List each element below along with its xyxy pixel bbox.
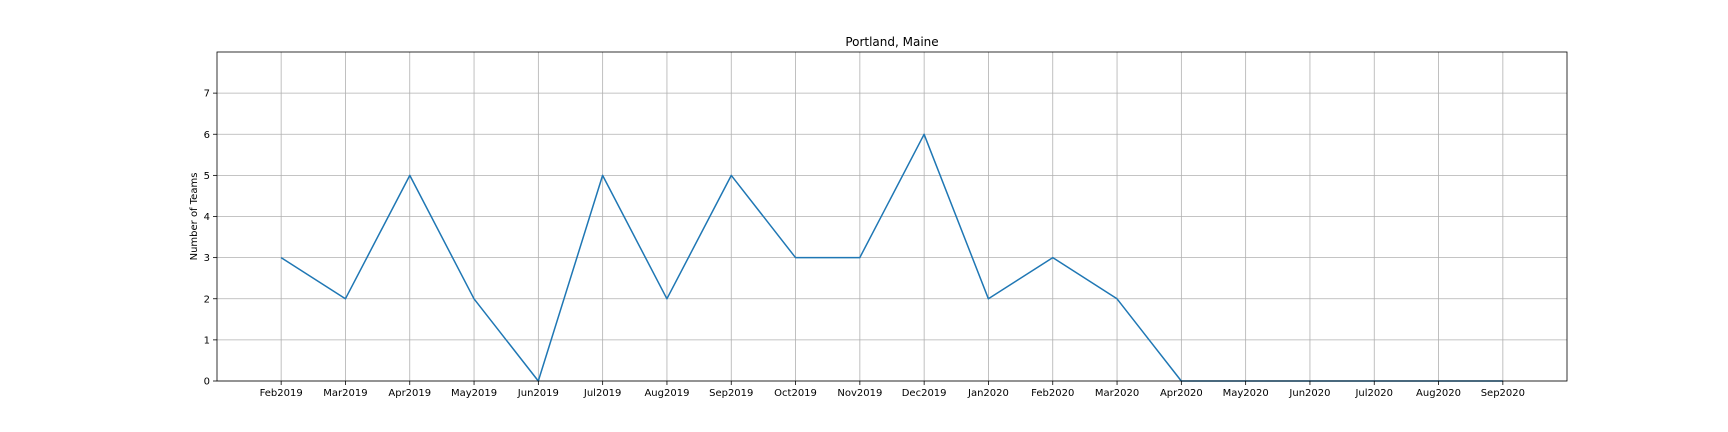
x-tick-label: Sep2020 [1481,388,1525,399]
x-tick-label: Mar2019 [323,388,367,399]
chart-title: Portland, Maine [845,35,938,49]
x-tick-label: Apr2020 [1160,388,1203,399]
ticks: Feb2019 Mar2019 Apr2019 May2019 Jun2019 Jul20… [204,89,1525,399]
y-tick-label: 3 [204,253,210,264]
y-tick-label: 7 [204,89,210,100]
y-axis-title: Number of Teams [189,173,200,261]
x-tick-label: May2020 [1223,388,1269,399]
y-tick-label: 5 [204,171,210,182]
y-tick-label: 6 [204,130,210,141]
x-tick-label: Sep2019 [709,388,753,399]
x-tick-label: Apr2019 [388,388,431,399]
x-tick-label: May2019 [451,388,497,399]
x-tick-label: Nov2019 [837,388,882,399]
x-tick-label: Jul2020 [1354,388,1393,399]
y-tick-label: 1 [204,335,210,346]
x-tick-label: Feb2020 [1031,388,1074,399]
x-tick-label: Oct2019 [774,388,817,399]
x-tick-label: Aug2020 [1416,388,1461,399]
x-tick-label: Jun2020 [1288,388,1330,399]
x-tick-label: Aug2019 [644,388,689,399]
y-tick-label: 0 [204,377,210,388]
y-tick-label: 2 [204,294,210,305]
x-tick-label: Jan2020 [967,388,1009,399]
x-tick-label: Dec2019 [902,388,947,399]
x-tick-label: Jun2019 [517,388,559,399]
grid [217,52,1567,382]
x-tick-label: Jul2019 [583,388,622,399]
x-tick-label: Feb2019 [260,388,303,399]
y-tick-label: 4 [204,212,210,223]
x-tick-label: Mar2020 [1095,388,1139,399]
